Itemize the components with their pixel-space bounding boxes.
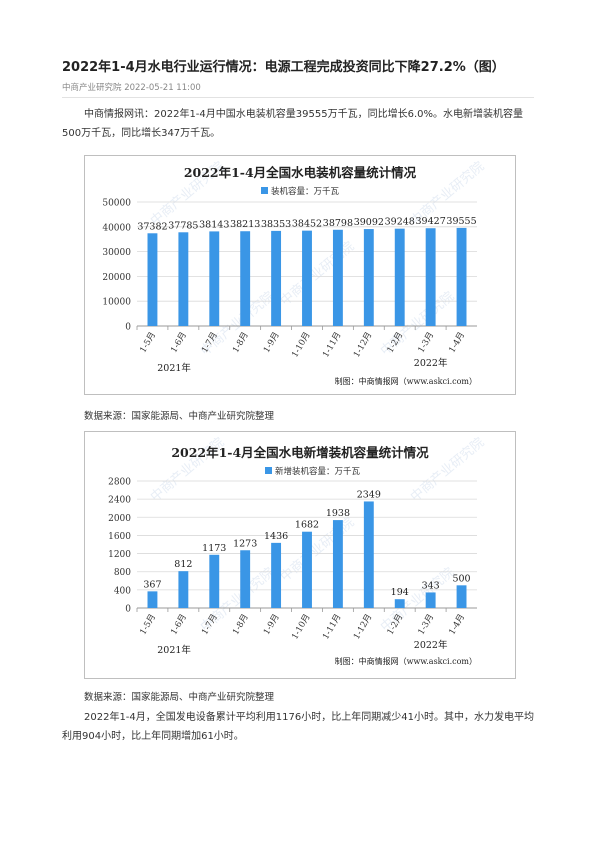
- data-label: 1682: [295, 520, 319, 531]
- article-title: 2022年1-4月水电行业运行情况：电源工程完成投资同比下降27.2%（图）: [62, 60, 505, 75]
- data-label: 39248: [385, 217, 415, 228]
- data-label: 38452: [292, 219, 322, 230]
- y-tick-label: 2000: [108, 514, 131, 524]
- data-label: 2349: [357, 489, 381, 500]
- data-label: 38798: [323, 218, 353, 229]
- data-label: 38353: [261, 219, 291, 230]
- data-label: 194: [391, 587, 409, 598]
- utilization-paragraph: 2022年1-4月，全国发电设备累计平均利用1176小时，比上年同期减少41小时…: [62, 712, 534, 742]
- y-tick-label: 20000: [102, 273, 131, 283]
- x-tick-label: 1-3月: [416, 331, 436, 355]
- x-tick-label: 1-6月: [169, 613, 189, 637]
- bar: [332, 520, 343, 608]
- x-tick-label: 1-9月: [262, 613, 282, 637]
- x-tick-label: 1-4月: [447, 331, 467, 355]
- data-label: 367: [143, 579, 161, 590]
- chart-title: 2022年1-4月全国水电装机容量统计情况: [184, 165, 417, 180]
- x-tick-label: 1-5月: [138, 613, 158, 637]
- bar: [302, 531, 312, 608]
- x-tick-label: 1-11月: [321, 331, 343, 360]
- x-tick-label: 1-10月: [290, 613, 312, 642]
- article-meta: 中商产业研究院 2022-05-21 11:00: [62, 83, 201, 93]
- bar: [271, 542, 282, 608]
- source-note-1: 数据来源：国家能源局、中商产业研究院整理: [84, 411, 275, 422]
- bar: [394, 599, 405, 608]
- bar: [456, 227, 467, 326]
- watermark-text: 中商产业研究院: [278, 239, 357, 309]
- bar: [271, 230, 282, 326]
- bar: [178, 232, 189, 326]
- year-label-2022: 2022年: [414, 357, 448, 369]
- data-label: 38143: [199, 219, 229, 230]
- y-tick-label: 800: [114, 568, 131, 578]
- bar: [147, 233, 158, 326]
- bar: [425, 592, 436, 608]
- bar: [456, 585, 467, 608]
- data-label: 39555: [446, 216, 476, 227]
- x-tick-label: 1-4月: [447, 613, 467, 637]
- data-label: 38213: [230, 219, 260, 230]
- x-tick-label: 1-11月: [321, 613, 343, 642]
- chart-title: 2022年1-4月全国水电新增装机容量统计情况: [171, 445, 429, 460]
- year-label-2022: 2022年: [414, 639, 448, 651]
- bar: [363, 501, 374, 608]
- x-tick-label: 1-9月: [262, 331, 282, 355]
- y-tick-label: 1200: [108, 550, 131, 560]
- bar: [240, 231, 251, 326]
- year-label-2021: 2021年: [157, 644, 191, 656]
- y-tick-label: 40000: [102, 223, 131, 233]
- bar: [425, 228, 436, 326]
- data-label: 1273: [233, 538, 257, 549]
- y-tick-label: 50000: [102, 199, 131, 209]
- data-label: 1436: [264, 531, 288, 542]
- data-label: 1173: [202, 543, 226, 554]
- bar: [178, 571, 189, 608]
- x-tick-label: 1-8月: [231, 613, 251, 637]
- legend-label: 新增装机容量：万千瓦: [275, 466, 361, 477]
- data-label: 343: [422, 580, 440, 591]
- chart-new-capacity: 中商产业研究院 中商产业研究院 中商产业研究院 中商产业研究院 中商产业研究院 2022年…: [84, 431, 516, 679]
- x-tick-label: 1-12月: [352, 613, 374, 642]
- data-label: 812: [174, 559, 192, 570]
- bar: [147, 591, 158, 608]
- intro-paragraph: 中商情报网讯：2022年1-4月中国水电装机容量39555万千瓦，同比增长6.0…: [62, 109, 523, 139]
- x-tick-label: 1-10月: [290, 331, 312, 360]
- y-tick-label: 2800: [108, 478, 131, 488]
- bar: [302, 230, 312, 326]
- chart-credit: 制图：中商情报网（www.askci.com）: [335, 656, 477, 666]
- data-label: 39092: [354, 217, 384, 228]
- bar: [394, 228, 405, 326]
- y-tick-label: 30000: [102, 248, 131, 258]
- data-label: 39427: [416, 216, 446, 227]
- data-label: 1938: [326, 508, 350, 519]
- bar: [363, 229, 374, 326]
- y-tick-label: 10000: [102, 298, 131, 308]
- y-tick-label: 2400: [108, 496, 131, 506]
- data-label: 37382: [137, 221, 167, 232]
- source-note-2: 数据来源：国家能源局、中商产业研究院整理: [84, 692, 275, 703]
- chart-capacity: 中商产业研究院 中商产业研究院 中商产业研究院 中商产业研究院 中商产业研究院 2022年…: [84, 155, 516, 395]
- bar: [209, 554, 220, 608]
- bar: [209, 231, 220, 326]
- legend-label: 装机容量：万千瓦: [271, 186, 340, 197]
- title-divider: [62, 97, 534, 98]
- y-tick-label: 0: [125, 605, 131, 615]
- x-tick-label: 1-6月: [169, 331, 189, 355]
- x-tick-label: 1-3月: [416, 613, 436, 637]
- x-tick-label: 1-5月: [138, 331, 158, 355]
- data-label: 37785: [168, 220, 198, 231]
- x-tick-label: 1-12月: [352, 331, 374, 360]
- y-tick-label: 400: [114, 586, 131, 596]
- y-tick-label: 0: [125, 323, 131, 333]
- legend-swatch: [261, 187, 268, 194]
- data-label: 500: [452, 573, 470, 584]
- bar: [240, 550, 251, 608]
- year-label-2021: 2021年: [157, 362, 191, 374]
- y-tick-label: 1600: [108, 532, 131, 542]
- bar: [332, 229, 343, 326]
- legend-swatch: [265, 467, 272, 474]
- chart-credit: 制图：中商情报网（www.askci.com）: [335, 376, 477, 386]
